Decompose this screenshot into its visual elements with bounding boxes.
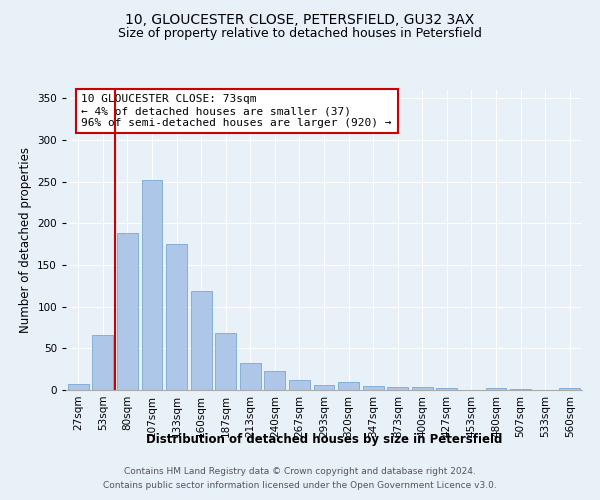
Bar bbox=[142, 180, 163, 390]
Bar bbox=[68, 384, 89, 390]
Text: Distribution of detached houses by size in Petersfield: Distribution of detached houses by size … bbox=[146, 432, 502, 446]
Y-axis label: Number of detached properties: Number of detached properties bbox=[19, 147, 32, 333]
Bar bbox=[240, 364, 261, 390]
Bar bbox=[485, 388, 506, 390]
Text: 10 GLOUCESTER CLOSE: 73sqm
← 4% of detached houses are smaller (37)
96% of semi-: 10 GLOUCESTER CLOSE: 73sqm ← 4% of detac… bbox=[82, 94, 392, 128]
Bar bbox=[92, 335, 113, 390]
Bar bbox=[559, 388, 580, 390]
Bar bbox=[387, 386, 408, 390]
Bar bbox=[215, 334, 236, 390]
Text: Contains HM Land Registry data © Crown copyright and database right 2024.: Contains HM Land Registry data © Crown c… bbox=[124, 467, 476, 476]
Bar bbox=[265, 371, 286, 390]
Bar bbox=[510, 389, 531, 390]
Bar bbox=[338, 382, 359, 390]
Bar bbox=[166, 244, 187, 390]
Bar bbox=[117, 234, 138, 390]
Bar bbox=[191, 291, 212, 390]
Bar bbox=[362, 386, 383, 390]
Bar bbox=[436, 388, 457, 390]
Bar bbox=[289, 380, 310, 390]
Text: 10, GLOUCESTER CLOSE, PETERSFIELD, GU32 3AX: 10, GLOUCESTER CLOSE, PETERSFIELD, GU32 … bbox=[125, 12, 475, 26]
Text: Size of property relative to detached houses in Petersfield: Size of property relative to detached ho… bbox=[118, 28, 482, 40]
Text: Contains public sector information licensed under the Open Government Licence v3: Contains public sector information licen… bbox=[103, 481, 497, 490]
Bar bbox=[314, 385, 334, 390]
Bar bbox=[412, 386, 433, 390]
